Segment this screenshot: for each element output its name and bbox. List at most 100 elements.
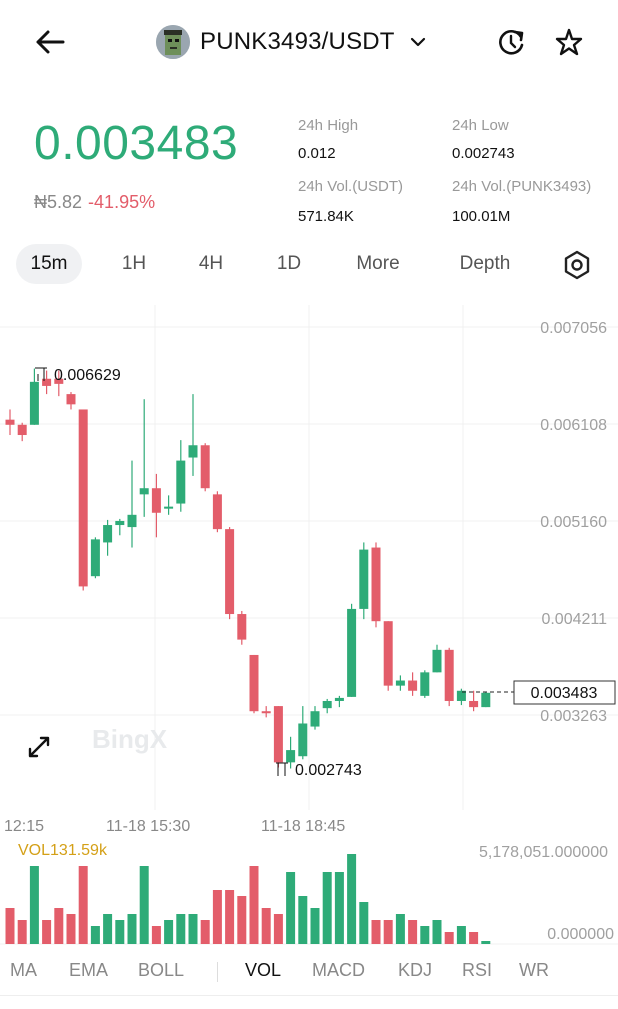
candle-body [298,723,308,757]
volume-bar [237,896,247,944]
header: PUNK3493/USDT [0,0,618,86]
volume-bar [127,914,137,944]
price-tick: 0.007056 [540,320,607,337]
price-tick: 0.005160 [540,514,607,531]
volume-bar [359,902,369,944]
min-price-label: 0.002743 [295,762,362,779]
pair-label: PUNK3493/USDT [200,28,395,55]
price-tick: 0.006108 [540,417,607,434]
indicator-divider [217,962,218,982]
candle-body [456,690,466,701]
candle-body [5,419,15,425]
indicator-kdj[interactable]: KDJ [398,960,433,980]
x-tick: 11-18 18:45 [261,818,346,835]
tab-1h[interactable]: 1H [121,253,147,274]
candle-body [310,711,320,727]
bottom-divider [0,995,618,996]
vol-min-label: 0.000000 [547,926,614,943]
volume-bar [78,866,88,944]
volume-bar [310,908,320,944]
tab-depth[interactable]: Depth [459,253,511,274]
tab-more[interactable]: More [356,253,400,274]
volume-bar [371,920,381,944]
volume-bar [54,908,64,944]
vol-usdt-label: 24h Vol.(USDT) [298,178,404,195]
star-icon[interactable] [553,24,585,60]
candle-body [286,750,296,763]
volume-bar [420,926,430,944]
candle-body [383,621,393,686]
back-arrow-icon[interactable] [30,22,70,62]
tab-15m[interactable]: 15m [16,244,82,284]
indicator-ema[interactable]: EMA [69,960,109,980]
price-chart[interactable]: BingX 0.007056 0.006108 0.005160 0.00421… [0,300,618,810]
volume-bar [225,890,235,944]
indicator-vol[interactable]: VOL [245,960,282,980]
volume-bar [188,914,198,944]
volume-bar [103,914,113,944]
indicator-macd[interactable]: MACD [312,960,365,980]
volume-bars [5,854,491,944]
candle-body [42,378,52,386]
price-subline: ₦5.82 -41.95% [34,192,155,213]
current-price-label: 0.003483 [531,685,598,702]
candle-body [139,488,149,495]
volume-bar [176,914,186,944]
volume-bar [200,920,210,944]
volume-bar [322,872,332,944]
volume-bar [212,890,222,944]
volume-bar [481,941,491,944]
volume-bar [90,926,100,944]
candle-body [469,700,479,708]
indicator-ma[interactable]: MA [10,960,37,980]
current-price-box [513,680,616,705]
candle-body [90,539,100,577]
volume-bar [249,866,259,944]
price-tick: 0.004211 [541,611,607,628]
indicator-wr[interactable]: WR [519,960,549,980]
volume-bar [298,896,308,944]
volume-bar [17,920,27,944]
candle-body [249,654,259,712]
chart-settings-icon[interactable] [560,248,594,282]
volume-bar [444,932,454,944]
candle-body [127,514,137,528]
vol-base-label: 24h Vol.(PUNK3493) [452,178,592,195]
expand-icon[interactable] [28,736,50,758]
volume-bar [29,866,39,944]
indicator-rsi[interactable]: RSI [462,960,493,980]
avatar [156,25,190,59]
volume-bar [286,872,296,944]
volume-bar [273,914,283,944]
price-axis: 0.007056 0.006108 0.005160 0.004211 0.00… [540,320,607,725]
volume-bar [469,932,479,944]
min-marker: 0.002743 [276,762,362,779]
candle-body [395,680,405,686]
candle-body [29,381,39,425]
candle-body [359,549,369,609]
vol-usdt-value: 571.84K [298,208,354,225]
tab-4h[interactable]: 4H [198,253,224,274]
grid [0,305,618,810]
candle-body [273,706,283,763]
candle-body [432,649,442,673]
candle-body [371,547,381,622]
volume-bar [261,908,271,944]
candles [5,368,491,769]
indicator-boll[interactable]: BOLL [138,960,185,980]
x-tick: 12:15 [4,818,45,835]
volume-bar [432,920,442,944]
candle-body [347,608,357,697]
vol-max-label: 5,178,051.000000 [478,844,608,861]
volume-bar [42,920,52,944]
volume-bar [383,920,393,944]
candle-body [322,700,332,709]
volume-bar [334,872,344,944]
volume-bar [408,920,418,944]
volume-bar [456,926,466,944]
candle-body [444,649,454,701]
tab-1d[interactable]: 1D [276,253,302,274]
refresh-icon[interactable] [495,24,527,60]
pair-selector[interactable]: PUNK3493/USDT [156,24,427,60]
candle-body [237,614,247,640]
